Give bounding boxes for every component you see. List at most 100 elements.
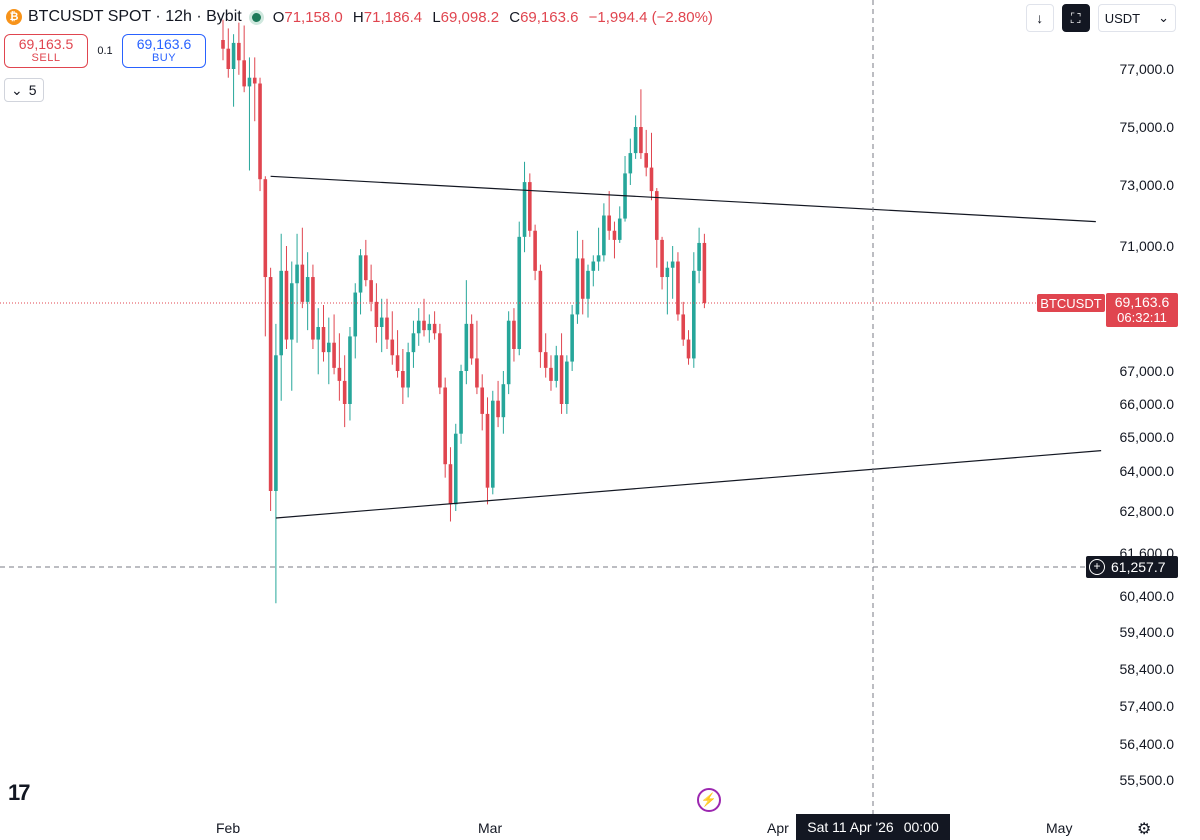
y-tick-label: 66,000.0 (1120, 396, 1175, 412)
y-tick-label: 56,400.0 (1120, 736, 1175, 752)
candle-body (337, 367, 342, 381)
candle-body (369, 280, 373, 302)
candle-body (697, 242, 701, 271)
candle-body (528, 182, 532, 231)
chevron-down-icon: ⌄ (1158, 10, 1169, 25)
candle-body (570, 314, 574, 362)
candle-body (422, 320, 426, 331)
candle-body (327, 342, 331, 353)
candle-body (427, 323, 432, 331)
candle-body (665, 267, 670, 278)
order-quantity[interactable]: 0.1 (97, 45, 113, 57)
y-tick-label: 58,400.0 (1120, 661, 1175, 677)
currency-value: USDT (1104, 10, 1141, 26)
last-price-symbol-tag: BTCUSDT (1037, 294, 1105, 312)
candle-body (252, 77, 257, 84)
gear-icon[interactable]: ⚙ (1137, 821, 1152, 838)
candle-body (453, 433, 458, 505)
candle-body (554, 355, 559, 381)
y-tick-label: 57,400.0 (1120, 698, 1175, 714)
symbol-title[interactable]: BTCUSDT SPOT · 12h · Bybit (28, 8, 242, 25)
sell-button[interactable]: 69,163.5 SELL (4, 34, 88, 68)
candle-body (342, 380, 347, 404)
candle-body (385, 317, 389, 340)
candle-body (496, 400, 500, 418)
candle-body (649, 167, 654, 192)
candle-body (681, 314, 686, 340)
candle-body (258, 83, 262, 180)
indicators-toggle[interactable]: ⌄ 5 (4, 78, 44, 102)
bar-countdown: 06:32:11 (1117, 310, 1167, 325)
candle-body (416, 320, 421, 334)
candle-body (353, 292, 358, 337)
tradingview-logo-icon[interactable]: 17 (8, 780, 31, 805)
top-right-toolbar: ↓ ⛶ USDT ⌄ (1025, 4, 1176, 32)
candle-body (490, 400, 495, 488)
plus-icon[interactable]: + (1089, 559, 1105, 575)
x-label-feb: Feb (216, 820, 241, 836)
candle-body (406, 352, 410, 388)
candle-body (364, 255, 368, 281)
candle-body (617, 218, 622, 240)
candle-body (300, 264, 305, 302)
last-price-tag: 69,163.6 06:32:11 (1106, 293, 1178, 327)
candle-body (586, 270, 590, 299)
candle-body (660, 239, 664, 278)
candle-body (543, 352, 548, 368)
trendlines (270, 175, 1102, 519)
candle-body (559, 355, 564, 404)
candle-body (390, 339, 395, 356)
y-tick-label: 65,000.0 (1120, 429, 1175, 445)
candle-body (226, 48, 231, 69)
candle-body (432, 323, 437, 334)
candle-body (348, 336, 352, 404)
candle-body (374, 301, 379, 327)
arrow-down-icon[interactable]: ↓ (1025, 4, 1054, 32)
currency-select[interactable]: USDT ⌄ (1097, 4, 1176, 32)
x-label-mar: Mar (478, 820, 503, 836)
candle-body (263, 179, 268, 278)
trendline-upper[interactable] (270, 175, 1096, 223)
chart-header: ₿ BTCUSDT SPOT · 12h · Bybit O71,158.0 H… (6, 6, 713, 28)
candle-body (639, 127, 643, 154)
bitcoin-icon: ₿ (6, 9, 22, 25)
candle-body (676, 261, 680, 315)
candle-body (565, 361, 569, 404)
candle-body (580, 258, 585, 299)
fullscreen-icon[interactable]: ⛶ (1061, 4, 1090, 32)
y-tick-label: 59,400.0 (1120, 624, 1175, 640)
crosshair-price-tag[interactable]: + 61,257.7 (1086, 556, 1178, 578)
candle-body (607, 215, 611, 231)
y-tick-label: 71,000.0 (1120, 238, 1175, 254)
candle-body (459, 371, 463, 434)
lightning-icon[interactable]: ⚡ (697, 788, 721, 812)
candle-body (221, 40, 225, 49)
candle-body (395, 355, 400, 371)
trendline-lower[interactable] (275, 450, 1102, 519)
candle-body (311, 277, 315, 340)
candle-body (305, 277, 310, 302)
candlestick-series (221, 19, 707, 604)
y-tick-label: 73,000.0 (1120, 177, 1175, 193)
candle-body (670, 261, 675, 268)
candle-body (321, 326, 326, 353)
candle-body (448, 464, 453, 505)
buy-button[interactable]: 69,163.6 BUY (122, 34, 206, 68)
candle-body (332, 342, 336, 368)
candle-body (517, 236, 522, 349)
candle-body (633, 127, 638, 154)
candle-body (480, 387, 485, 414)
candle-body (379, 317, 384, 327)
candle-body (401, 371, 405, 388)
market-status-icon (251, 12, 261, 22)
y-tick-label: 67,000.0 (1120, 363, 1175, 379)
candle-body (295, 264, 299, 284)
candle-body (575, 258, 580, 315)
y-tick-label: 75,000.0 (1120, 119, 1175, 135)
candle-body (247, 77, 252, 87)
candle-body (602, 215, 606, 256)
candle-body (522, 182, 527, 237)
candle-body (512, 320, 516, 349)
candle-body (279, 270, 283, 356)
